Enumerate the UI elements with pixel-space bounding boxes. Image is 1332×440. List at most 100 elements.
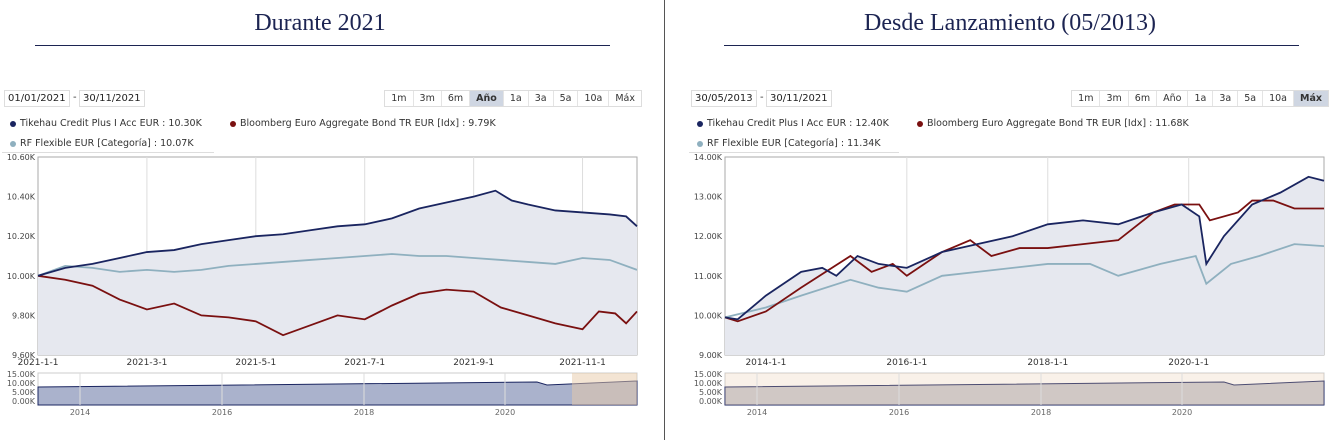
- right-title: Desde Lanzamiento (05/2013): [864, 10, 1156, 36]
- navigator-area: [724, 380, 1325, 406]
- x-tick-label: 2018-1-1: [1027, 358, 1068, 368]
- range-button-10a[interactable]: 10a: [577, 91, 609, 106]
- legend-label: RF Flexible EUR [Categoría] : 11.34K: [707, 138, 881, 149]
- range-button-año[interactable]: Año: [1156, 91, 1188, 106]
- x-tick-label: 2021-11-1: [559, 358, 606, 368]
- y-tick-label: 14.00K: [694, 153, 723, 162]
- series-line: [37, 189, 638, 277]
- date-from-input[interactable]: 01/01/2021: [4, 90, 70, 107]
- range-button-3a[interactable]: 3a: [1212, 91, 1238, 106]
- x-tick-label: 2016-1-1: [886, 358, 927, 368]
- range-button-1a[interactable]: 1a: [1187, 91, 1213, 106]
- legend-item-bloomberg[interactable]: Bloomberg Euro Aggregate Bond TR EUR [Id…: [917, 118, 1189, 129]
- x-tick-label: 2021-1-1: [18, 358, 59, 368]
- navigator-y-tick: 10.00K: [694, 379, 723, 388]
- x-tick-label: 2021-9-1: [453, 358, 494, 368]
- y-tick-label: 9.80K: [12, 311, 36, 320]
- legend-item-rf-flexible[interactable]: RF Flexible EUR [Categoría] : 10.07K: [10, 138, 194, 149]
- navigator-x-tick: 2014: [747, 408, 767, 417]
- range-button-5a[interactable]: 5a: [1237, 91, 1263, 106]
- y-tick-label: 13.00K: [694, 193, 723, 202]
- date-to-input[interactable]: 30/11/2021: [766, 90, 832, 107]
- range-button-10a[interactable]: 10a: [1262, 91, 1293, 106]
- left-title-rule: [35, 45, 610, 46]
- y-tick-label: 10.20K: [7, 232, 36, 241]
- legend-label: Bloomberg Euro Aggregate Bond TR EUR [Id…: [240, 118, 496, 129]
- navigator-x-tick: 2016: [212, 408, 232, 417]
- navigator-y-tick: 10.00K: [7, 379, 36, 388]
- left-chart-svg: 2021-1-1 2021-3-1 2021-5-1 2021-7-1 2021-9-1…: [7, 153, 638, 417]
- legend-label: Tikehau Credit Plus I Acc EUR : 10.30K: [20, 118, 202, 129]
- navigator-x-tick: 2020: [1172, 408, 1192, 417]
- navigator-y-tick: 0.00K: [12, 397, 36, 406]
- range-button-3m[interactable]: 3m: [412, 91, 441, 106]
- navigator-x-tick: 2018: [1031, 408, 1051, 417]
- legend-item-bloomberg[interactable]: Bloomberg Euro Aggregate Bond TR EUR [Id…: [230, 118, 496, 129]
- navigator-y-tick: 5.00K: [12, 388, 36, 397]
- date-to-input[interactable]: 30/11/2021: [79, 90, 145, 107]
- range-button-3m[interactable]: 3m: [1099, 91, 1128, 106]
- range-button-máx[interactable]: Máx: [1293, 91, 1328, 106]
- right-chart-panel: 30/05/2013 - 30/11/2021 1m 3m 6m Año 1a 3a 5a 1…: [689, 88, 1329, 418]
- x-tick-label: 2021-5-1: [235, 358, 276, 368]
- y-tick-label: 10.60K: [7, 153, 36, 162]
- navigator-y-tick: 15.00K: [694, 370, 723, 379]
- legend-item-rf-flexible[interactable]: RF Flexible EUR [Categoría] : 11.34K: [697, 138, 881, 149]
- navigator-x-tick: 2016: [889, 408, 909, 417]
- range-selector: 1m 3m 6m Año 1a 3a 5a 10a Máx: [384, 90, 642, 107]
- range-button-5a[interactable]: 5a: [552, 91, 578, 106]
- legend-label: RF Flexible EUR [Categoría] : 10.07K: [20, 138, 194, 149]
- x-tick-label: 2021-7-1: [344, 358, 385, 368]
- left-title: Durante 2021: [254, 10, 386, 36]
- legend-label: Bloomberg Euro Aggregate Bond TR EUR [Id…: [927, 118, 1189, 129]
- right-title-rule: [724, 45, 1299, 46]
- range-button-3a[interactable]: 3a: [527, 91, 553, 106]
- navigator-y-tick: 5.00K: [699, 388, 723, 397]
- legend-separator: [689, 152, 899, 153]
- navigator-x-tick: 2020: [495, 408, 515, 417]
- y-tick-label: 12.00K: [694, 232, 723, 241]
- legend-dot-icon: [10, 140, 16, 147]
- y-tick-label: 9.60K: [12, 351, 36, 360]
- legend-dot-icon: [917, 120, 923, 127]
- x-tick-label: 2014-1-1: [745, 358, 786, 368]
- range-button-6m[interactable]: 6m: [1127, 91, 1157, 106]
- series-line: [37, 253, 638, 277]
- range-selector: 1m 3m 6m Año 1a 3a 5a 10a Máx: [1071, 90, 1329, 107]
- date-dash: -: [760, 92, 764, 103]
- navigator-y-tick: 0.00K: [699, 397, 723, 406]
- date-from-input[interactable]: 30/05/2013: [691, 90, 757, 107]
- y-tick-label: 9.00K: [699, 351, 723, 360]
- legend-dot-icon: [10, 120, 16, 127]
- legend-item-tikehau[interactable]: Tikehau Credit Plus I Acc EUR : 10.30K: [10, 118, 202, 129]
- series-line: [724, 199, 1324, 323]
- legend-dot-icon: [697, 140, 703, 147]
- y-tick-label: 11.00K: [694, 272, 723, 281]
- legend-separator: [2, 152, 214, 153]
- legend-dot-icon: [230, 120, 236, 127]
- legend-item-tikehau[interactable]: Tikehau Credit Plus I Acc EUR : 12.40K: [697, 118, 889, 129]
- y-tick-label: 10.40K: [7, 193, 36, 202]
- y-tick-label: 10.00K: [694, 311, 723, 320]
- range-button-1a[interactable]: 1a: [502, 91, 528, 106]
- x-tick-label: 2021-3-1: [126, 358, 167, 368]
- date-dash: -: [73, 92, 77, 103]
- range-button-1m[interactable]: 1m: [1072, 91, 1100, 106]
- range-button-6m[interactable]: 6m: [440, 91, 470, 106]
- series-area: [38, 190, 637, 355]
- series-line: [37, 274, 638, 337]
- series-line: [724, 243, 1325, 319]
- range-button-1m[interactable]: 1m: [385, 91, 413, 106]
- y-tick-label: 10.00K: [7, 272, 36, 281]
- right-chart-svg: 2014-1-1 2016-1-1 2018-1-1 2020-1-1 9.00K 10.…: [694, 153, 1325, 417]
- legend-label: Tikehau Credit Plus I Acc EUR : 12.40K: [707, 118, 889, 129]
- navigator-selection: [572, 373, 637, 405]
- x-tick-label: 2020-1-1: [1168, 358, 1209, 368]
- navigator-selection: [725, 373, 1324, 405]
- navigator-x-tick: 2018: [354, 408, 374, 417]
- navigator-y-tick: 15.00K: [7, 370, 36, 379]
- series-line: [724, 175, 1325, 321]
- range-button-máx[interactable]: Máx: [608, 91, 641, 106]
- range-button-año[interactable]: Año: [469, 91, 503, 106]
- panel-divider: [664, 0, 665, 440]
